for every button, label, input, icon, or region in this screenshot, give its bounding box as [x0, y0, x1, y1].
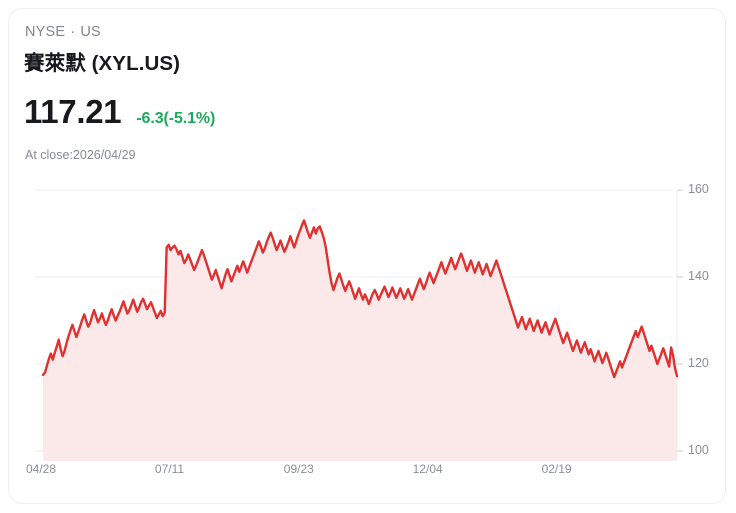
exchange-label: NYSE: [25, 24, 66, 40]
stock-quote-card: NYSE · US 賽萊默 (XYL.US) 117.21 -6.3(-5.1%) …: [8, 8, 726, 504]
price-chart-svg: [35, 189, 683, 461]
current-price: 117.21: [24, 93, 122, 130]
y-axis-tick-label: 100: [688, 443, 709, 457]
x-axis-tick-label: 07/11: [154, 462, 185, 476]
price-line: [41, 219, 679, 379]
separator-dot: ·: [70, 24, 76, 40]
chart-y-tick-marks: [677, 189, 683, 452]
x-axis-tick-label: 02/19: [541, 462, 572, 476]
market-status-text: At close:2026/04/29: [25, 148, 136, 162]
y-axis-tick-label: 120: [688, 356, 709, 370]
x-axis-tick-label: 04/28: [26, 462, 57, 476]
page-title: 賽萊默 (XYL.US): [24, 52, 181, 75]
price-change: -6.3(-5.1%): [136, 110, 216, 127]
price-chart[interactable]: 160 140 120 100 04/28 07/11 09/23 12/04 02/19: [9, 171, 725, 481]
region-label: US: [80, 24, 101, 40]
x-axis-tick-label: 12/04: [412, 462, 443, 476]
exchange-region-row: NYSE · US: [25, 24, 101, 40]
price-row: 117.21 -6.3(-5.1%): [24, 93, 215, 131]
y-axis-tick-label: 140: [688, 269, 709, 283]
x-axis-tick-label: 09/23: [283, 462, 314, 476]
price-area-fill: [43, 220, 677, 461]
y-axis-tick-label: 160: [688, 182, 709, 196]
